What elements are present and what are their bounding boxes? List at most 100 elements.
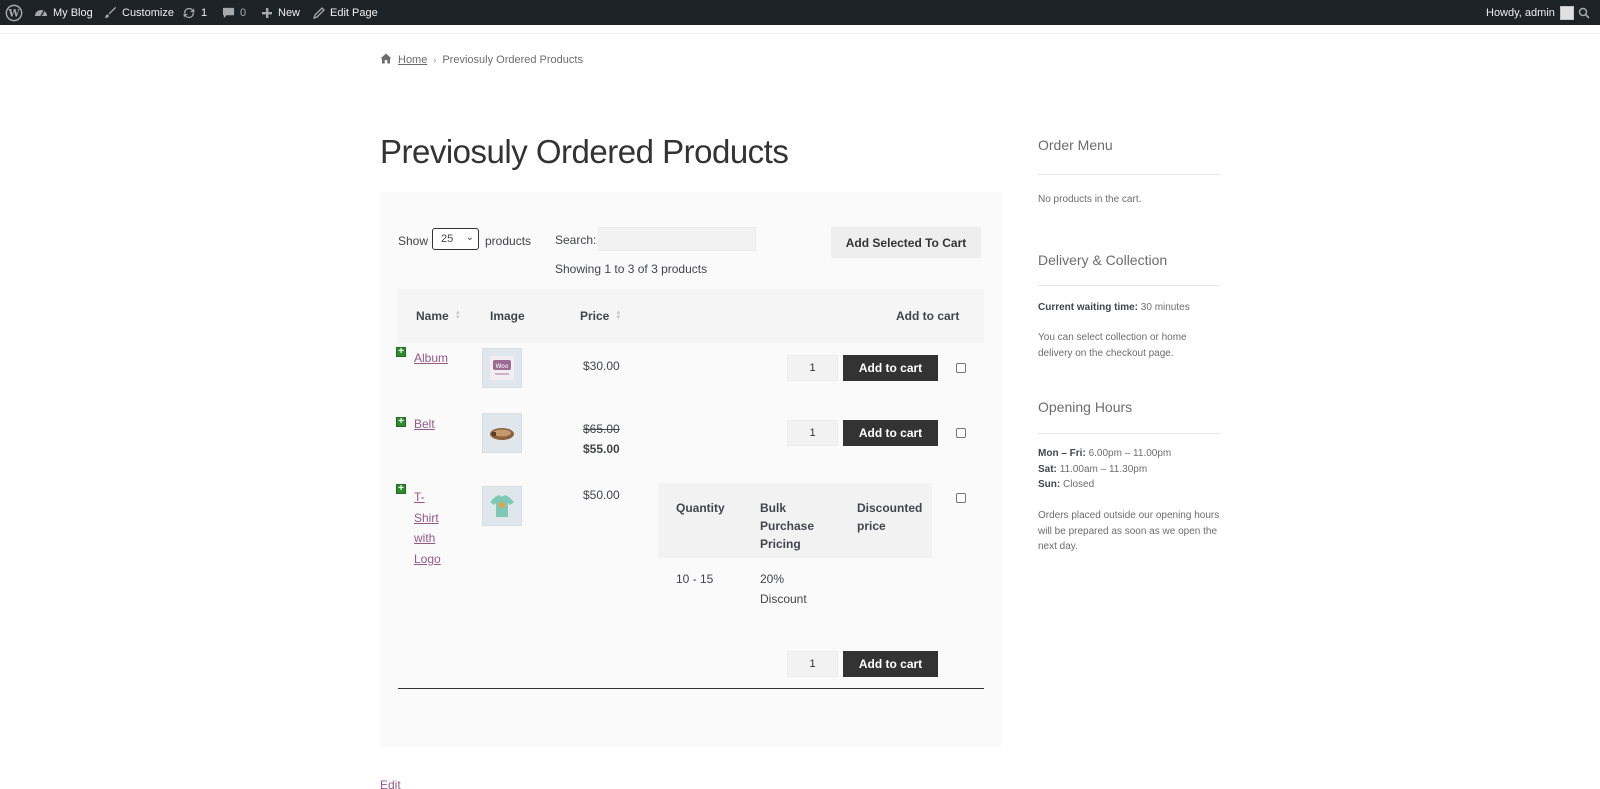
header-line: price [857,519,886,533]
select-checkbox[interactable] [956,363,966,373]
widget-divider [1038,433,1220,434]
add-to-cart-button[interactable]: Add to cart [843,420,938,446]
new-label: New [278,6,301,19]
column-image-label: Image [490,309,525,323]
column-price-label: Price [580,309,610,323]
pencil-icon [313,6,325,19]
chevron-down-icon: ⌄ [465,232,474,243]
table-header: Name ▲ ▼ Image Price ▲ ▼ Add to cart [398,289,984,343]
product-name-line: Logo [414,551,441,566]
belt-thumbnail[interactable] [482,413,522,453]
bulk-discount-value: 20% Discount [760,569,807,609]
quantity-input[interactable]: 1 [787,420,838,446]
edit-page-label: Edit Page [330,6,378,19]
add-to-cart-button[interactable]: Add to cart [843,651,938,677]
edit-link[interactable]: Edit [380,778,401,789]
hours-line: Mon – Fri: 6.00pm – 11.00pm [1038,446,1223,462]
updates-link[interactable]: 1 [182,0,207,25]
tshirt-thumbnail[interactable] [482,486,522,526]
column-image-header: Image [490,309,525,323]
column-name-label: Name [416,309,449,323]
comments-count: 0 [240,6,247,19]
column-add-to-cart-header: Add to cart [896,309,959,323]
product-name-line: with [414,531,436,545]
opening-hours-list: Mon – Fri: 6.00pm – 11.00pm Sat: 11.00am… [1038,446,1223,493]
dashboard-icon [34,6,48,20]
expand-row-icon[interactable]: + [396,417,406,427]
select-checkbox[interactable] [956,493,966,503]
edit-page-link[interactable]: Edit Page [313,0,378,25]
breadcrumb-current: Previosuly Ordered Products [442,54,583,66]
page-length-select[interactable]: 25 ⌄ [432,228,479,250]
column-name-header[interactable]: Name ▲ ▼ [416,309,461,323]
header-divider [0,33,1600,34]
column-add-to-cart-label: Add to cart [896,309,960,323]
my-account-link[interactable]: Howdy, admin [1486,0,1574,25]
waiting-time-label: Current waiting time: [1038,302,1139,313]
delivery-title: Delivery & Collection [1038,252,1168,268]
column-price-header[interactable]: Price ▲ ▼ [580,309,621,323]
search-icon[interactable] [1578,0,1590,25]
product-name-link[interactable]: Belt [414,417,435,431]
widget-divider [1038,285,1220,286]
paintbrush-icon [104,6,117,19]
select-checkbox[interactable] [956,428,966,438]
hours-line: Sat: 11.00am – 11.30pm [1038,462,1223,478]
quantity-input[interactable]: 1 [787,355,838,381]
hours-note: Orders placed outside our opening hours … [1038,510,1220,552]
breadcrumb-home-link[interactable]: Home [398,54,428,66]
updates-count: 1 [201,6,208,19]
show-label: Show [398,234,429,248]
add-to-cart-button[interactable]: Add to cart [843,355,938,381]
discount-line: 20% [760,572,785,586]
hours-line: Sun: Closed [1038,477,1223,493]
products-label: products [485,234,532,248]
header-line: Bulk [760,501,787,515]
hours-day: Sun: [1038,479,1061,490]
howdy-label: Howdy, admin [1486,6,1555,19]
product-name-line: Shirt [414,510,439,525]
cart-empty-text: No products in the cart. [1038,194,1142,205]
sort-icon: ▲ ▼ [615,310,622,321]
search-input[interactable] [598,227,756,251]
site-name-link[interactable]: My Blog [34,0,93,25]
product-regular-price: $65.00 [583,422,620,436]
quantity-input[interactable]: 1 [787,651,838,677]
delivery-text: You can select collection or home delive… [1038,332,1187,359]
add-selected-to-cart-button[interactable]: Add Selected To Cart [831,227,981,258]
wordpress-logo-icon[interactable]: W [5,0,23,25]
breadcrumb: Home › Previosuly Ordered Products [380,53,583,67]
comment-icon [222,6,235,19]
bulk-quantity-header: Quantity [676,501,725,515]
header-line: Purchase [760,519,815,533]
hours-day: Sat: [1038,463,1057,475]
order-menu-title: Order Menu [1038,137,1113,153]
opening-hours-title: Opening Hours [1038,399,1133,415]
expand-row-icon[interactable]: + [396,347,406,357]
breadcrumb-separator-icon: › [433,55,437,65]
site-name-label: My Blog [53,6,93,19]
widget-divider [1038,174,1220,175]
hours-time: Closed [1063,479,1095,490]
bulk-pricing-table-header: Quantity Bulk Purchase Pricing Discounte… [658,483,932,558]
home-icon [380,53,392,67]
new-content-link[interactable]: New [261,0,300,25]
avatar [1559,5,1574,20]
customize-link[interactable]: Customize [104,0,174,25]
svg-text:W: W [7,8,20,19]
svg-text:Woo: Woo [496,363,509,370]
admin-bar: W My Blog Customize 1 0 New Edit Page Ho… [0,0,1600,25]
comments-link[interactable]: 0 [222,0,246,25]
product-name-link[interactable]: T- Shirt with Logo [414,487,441,569]
expand-row-icon[interactable]: + [396,484,406,494]
customize-label: Customize [122,6,174,19]
album-thumbnail[interactable]: Woo [482,348,522,388]
page-title: Previosuly Ordered Products [380,133,789,170]
plus-icon [261,7,273,19]
header-line: Pricing [760,537,801,551]
product-name-link[interactable]: Album [414,351,449,365]
page-length-value: 25 [441,233,454,245]
updates-icon [182,6,196,20]
table-bottom-divider [398,688,984,689]
bulk-quantity-range: 10 - 15 [676,572,714,586]
